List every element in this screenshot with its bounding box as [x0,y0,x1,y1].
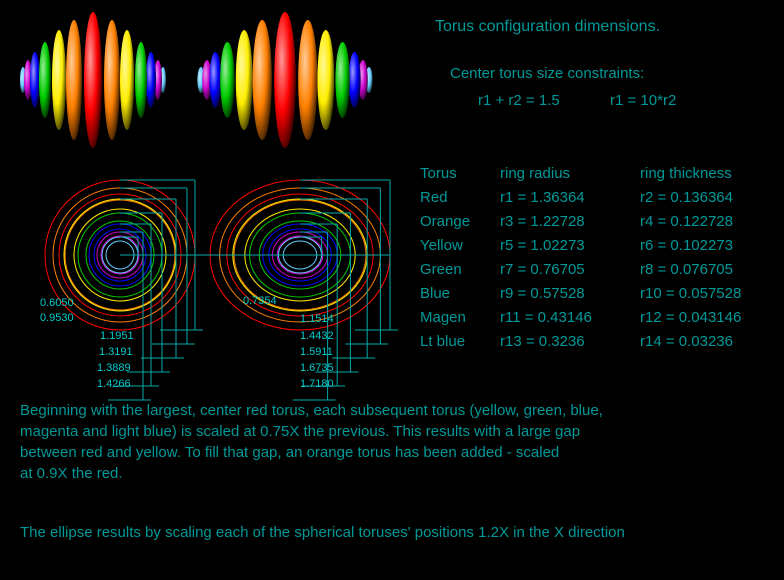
para1-line4: at 0.9X the red. [20,465,123,482]
dimension-label: 0.7354 [243,295,277,307]
table-header: ring radius [500,165,570,182]
table-cell: r10 = 0.057528 [640,285,741,302]
dimension-label: 1.7180 [300,378,334,390]
table-cell: Green [420,261,462,278]
table-header: Torus [420,165,457,182]
table-cell: Yellow [420,237,463,254]
title: Torus configuration dimensions. [435,18,660,36]
dimension-label: 1.1951 [100,330,134,342]
table-cell: r1 = 1.36364 [500,189,585,206]
dimension-label: 1.3191 [99,346,133,358]
table-cell: r11 = 0.43146 [500,309,592,326]
table-cell: r2 = 0.136364 [640,189,733,206]
dimension-label: 1.6735 [300,362,334,374]
para1-line2: magenta and light blue) is scaled at 0.7… [20,423,580,440]
table-cell: r12 = 0.043146 [640,309,741,326]
dimension-label: 1.3889 [97,362,131,374]
dimension-label: 1.4432 [300,330,334,342]
table-cell: r6 = 0.102273 [640,237,733,254]
constraints-header: Center torus size constraints: [450,65,644,82]
table-cell: r3 = 1.22728 [500,213,585,230]
constraints-eq1: r1 + r2 = 1.5 [478,92,560,109]
table-cell: r8 = 0.076705 [640,261,733,278]
dimension-label: 0.9530 [40,312,74,324]
table-cell: r9 = 0.57528 [500,285,585,302]
paragraph-1: Beginning with the largest, center red t… [20,400,603,484]
dimension-label: 1.4266 [97,378,131,390]
table-cell: Lt blue [420,333,465,350]
dimension-label: 0.6050 [40,297,74,309]
table-cell: r14 = 0.03236 [640,333,733,350]
dimension-label: 1.5911 [300,346,333,358]
constraints-eq2: r1 = 10*r2 [610,92,676,109]
table-cell: Red [420,189,448,206]
table-cell: Magen [420,309,466,326]
table-cell: r7 = 0.76705 [500,261,585,278]
table-cell: r4 = 0.122728 [640,213,733,230]
paragraph-2: The ellipse results by scaling each of t… [20,522,625,543]
table-header: ring thickness [640,165,732,182]
table-cell: r13 = 0.3236 [500,333,585,350]
para1-line1: Beginning with the largest, center red t… [20,402,603,419]
para1-line3: between red and yellow. To fill that gap… [20,444,559,461]
table-cell: r5 = 1.02273 [500,237,585,254]
dimension-label: 1.1514 [300,313,334,325]
table-cell: Blue [420,285,450,302]
table-cell: Orange [420,213,470,230]
